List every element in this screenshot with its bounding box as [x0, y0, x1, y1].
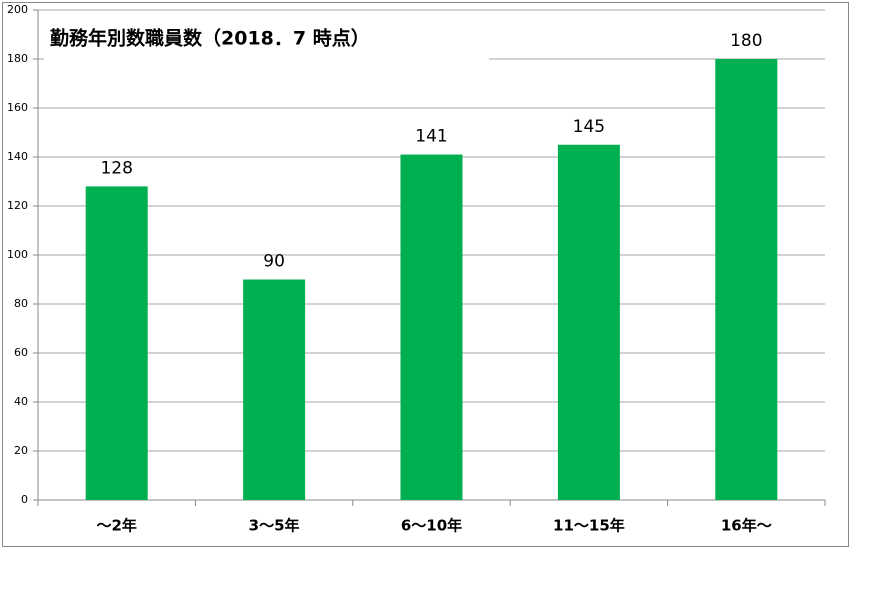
bar: [400, 154, 463, 501]
bar: [557, 144, 620, 500]
x-tick-label: 11～15年: [553, 517, 625, 535]
value-label: 180: [730, 31, 762, 51]
x-tick-label: 3～5年: [249, 517, 300, 535]
value-label: 141: [415, 127, 447, 147]
title-background: [44, 18, 489, 60]
y-tick-label: 180: [7, 52, 28, 65]
y-tick-label: 80: [14, 297, 28, 310]
bar: [85, 186, 148, 500]
y-tick-label: 140: [7, 150, 28, 163]
y-tick-label: 60: [14, 346, 28, 359]
x-tick-label: ～2年: [96, 517, 136, 535]
bar: [243, 279, 306, 500]
value-label: 145: [573, 117, 605, 137]
x-tick-label: 6～10年: [401, 517, 462, 535]
value-label: 90: [263, 252, 285, 272]
y-tick-label: 160: [7, 101, 28, 114]
y-tick-label: 100: [7, 248, 28, 261]
value-label: 128: [100, 158, 132, 178]
chart-title: 勤務年別数職員数（2018．7 時点）: [50, 27, 370, 50]
y-tick-label: 200: [7, 3, 28, 16]
y-tick-label: 40: [14, 395, 28, 408]
y-tick-label: 120: [7, 199, 28, 212]
y-tick-label: 0: [21, 493, 28, 506]
x-tick-label: 16年～: [721, 517, 772, 535]
bar: [715, 59, 778, 500]
y-tick-label: 20: [14, 444, 28, 457]
